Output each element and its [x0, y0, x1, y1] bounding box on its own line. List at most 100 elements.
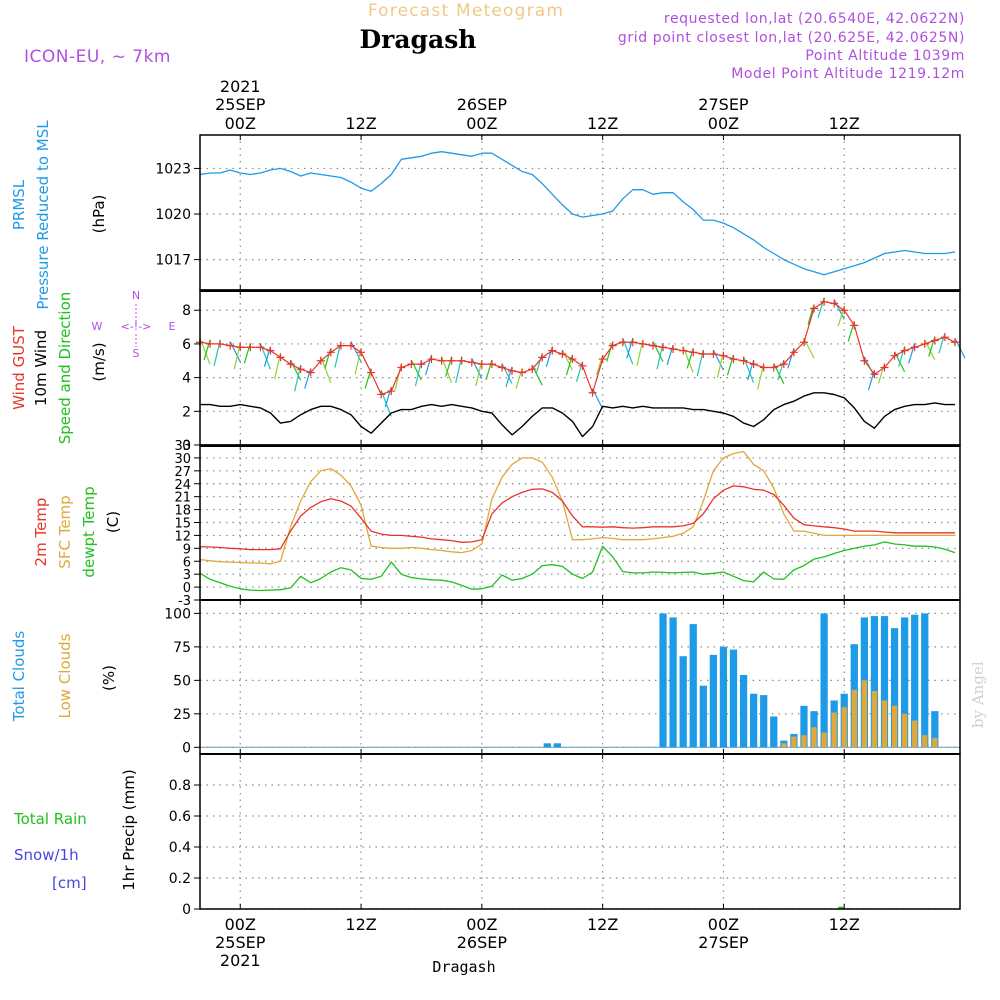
gust-point: [850, 321, 859, 330]
wind-direction-arrow: [777, 359, 785, 381]
total-cloud-bar: [931, 711, 939, 748]
panel-frames: [199, 134, 961, 910]
gust-point: [256, 343, 265, 352]
temp-2m-line: [199, 485, 955, 551]
sfc-temp-label: SFC Temp: [56, 495, 74, 568]
compass-south: S: [133, 347, 140, 360]
top-hour-label: 12Z: [829, 114, 860, 133]
gust-point: [508, 366, 517, 375]
pressure-label-long: Pressure Reduced to MSL: [34, 120, 52, 310]
wind-direction-arrow: [324, 348, 332, 369]
location-title: Dragash: [360, 25, 477, 54]
y-tick-label: 0.2: [169, 871, 191, 887]
gust-point: [377, 390, 386, 399]
bottom-date-label: 26SEP: [457, 933, 508, 952]
gust-point: [648, 341, 657, 350]
wind-direction-arrow: [243, 343, 251, 364]
y-tick-label: 100: [164, 606, 191, 622]
gust-point: [689, 348, 698, 357]
total-cloud-bar: [870, 616, 879, 748]
total-cloud-bar: [679, 656, 687, 748]
gust-point: [628, 338, 637, 347]
gust-point: [910, 343, 919, 352]
data-marks: [196, 151, 966, 910]
y-tick-label: 1023: [155, 161, 191, 177]
model-label: ICON-EU, ~ 7km: [24, 47, 171, 67]
gust-point: [437, 356, 446, 365]
bottom-hour-label: 00Z: [708, 915, 739, 934]
compass-arrow: <-!->: [121, 320, 152, 333]
rain-label: Total Rain: [13, 810, 87, 828]
top-date-label: 25SEP: [215, 95, 266, 114]
wind-direction-arrow: [485, 359, 493, 381]
gust-point: [699, 350, 708, 359]
snow-unit: [cm]: [52, 874, 87, 892]
gust-point: [316, 356, 325, 365]
pressure-unit: (hPa): [90, 195, 108, 234]
y-tick-label: 27: [174, 465, 191, 480]
wind-direction-arrow: [807, 304, 815, 325]
gust-point: [759, 363, 768, 372]
low-cloud-bar: [811, 727, 817, 748]
gust-point: [548, 346, 557, 355]
gust-point: [588, 388, 597, 397]
y-tick-label: 2: [182, 404, 191, 420]
gust-point: [860, 356, 869, 365]
wind-direction-arrow: [410, 359, 422, 381]
gust-point: [769, 363, 778, 372]
gust-point: [467, 358, 476, 367]
gust-point: [417, 360, 426, 369]
top-hour-label: 00Z: [466, 114, 497, 133]
y-tick-label: -3: [178, 594, 191, 609]
gust-point: [940, 333, 949, 342]
y-tick-label: 0.8: [169, 778, 191, 794]
gust-point: [276, 353, 285, 362]
total-cloud-bar: [750, 693, 758, 748]
wind-direction-arrow: [424, 354, 433, 376]
gust-point: [528, 365, 537, 374]
low-cloud-bar: [891, 705, 898, 748]
gust-point: [920, 339, 929, 348]
y-tick-label: 8: [182, 303, 191, 319]
total-cloud-bar: [699, 685, 707, 748]
wind-direction-arrow: [626, 338, 634, 359]
y-tick-label: 6: [182, 337, 191, 353]
wind-direction-arrow: [606, 341, 614, 362]
footer-title: Dragash: [432, 958, 495, 976]
gust-point: [659, 343, 668, 352]
y-tick-label: 3: [183, 568, 191, 583]
low-cloud-bar: [861, 680, 867, 748]
gust-point: [729, 355, 738, 364]
gust-point: [880, 363, 889, 372]
wind-direction-arrow: [229, 341, 241, 362]
top-hour-label: 00Z: [225, 114, 256, 133]
gust-point: [427, 355, 436, 364]
gust-point: [558, 350, 567, 359]
y-tick-label: 18: [174, 504, 191, 519]
wind-direction-arrow: [445, 356, 453, 377]
y-tick-label: 0: [182, 740, 191, 756]
wind-direction-arrow: [471, 358, 483, 379]
gust-point: [638, 339, 647, 348]
snow-label: Snow/1h: [14, 846, 79, 864]
bottom-hour-label: 12Z: [587, 915, 618, 934]
sfc-temp-line: [199, 450, 955, 565]
wind-direction-arrow: [384, 386, 392, 408]
gust-point: [246, 343, 255, 352]
gust-point: [840, 306, 849, 315]
total-cloud-bar: [800, 705, 808, 748]
wind-direction-arrow: [596, 354, 604, 376]
compass-west: W: [92, 320, 103, 333]
y-tick-label: 0: [182, 902, 191, 918]
bottom-date-label: 27SEP: [698, 933, 749, 952]
total-cloud-bar: [911, 614, 919, 748]
total-cloud-bar: [709, 654, 718, 748]
wind-speed-line: [200, 392, 955, 438]
clouds-unit: (%): [100, 665, 118, 691]
low-cloud-bar: [912, 720, 918, 748]
y-tick-label: 75: [173, 640, 191, 656]
y-tick-label: 6: [183, 555, 191, 570]
gust-point: [518, 368, 527, 377]
gust-point: [950, 338, 959, 347]
y-tick-label: 0.4: [169, 840, 191, 856]
